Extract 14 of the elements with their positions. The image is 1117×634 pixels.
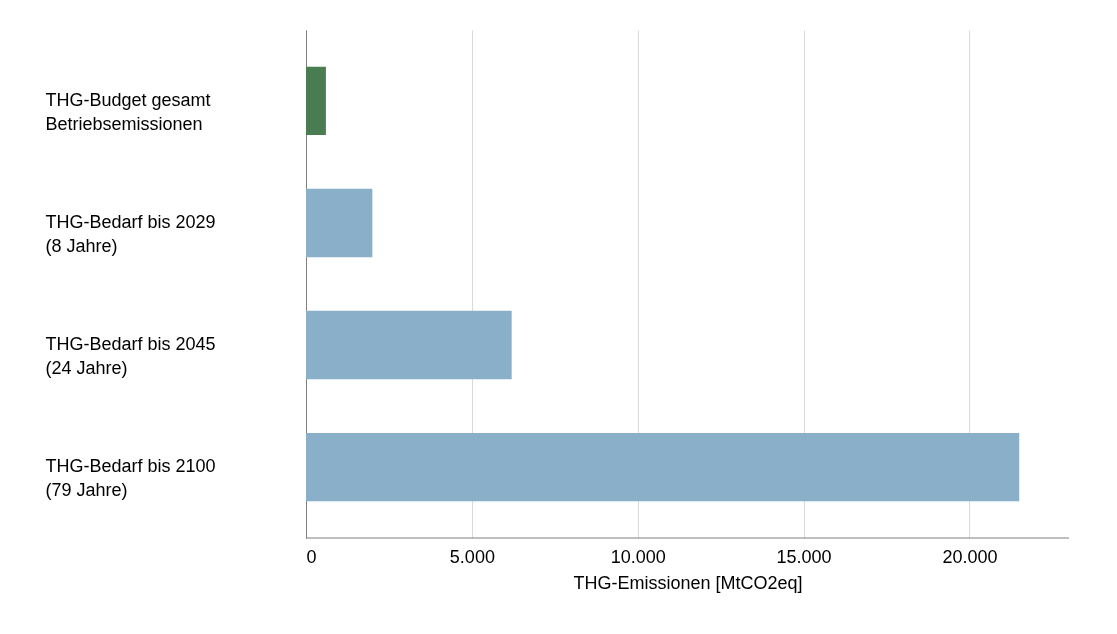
bar: [306, 188, 373, 258]
y-tick-label: THG-Budget gesamt Betriebsemissionen: [45, 89, 211, 134]
x-tick-label: 5.000: [449, 546, 495, 567]
x-tick-label: 0: [306, 546, 317, 567]
x-tick-label: 10.000: [610, 546, 666, 567]
bar: [306, 66, 326, 136]
y-tick-label: THG-Bedarf bis 2100 (79 Jahre): [45, 456, 216, 501]
bar: [306, 432, 1020, 502]
x-axis-title: THG-Emissionen [MtCO2eq]: [573, 572, 803, 593]
x-tick-label: 20.000: [942, 546, 998, 567]
bar: [306, 310, 512, 380]
x-tick-label: 15.000: [776, 546, 832, 567]
y-tick-label: THG-Bedarf bis 2029 (8 Jahre): [45, 211, 216, 256]
y-tick-label: THG-Bedarf bis 2045 (24 Jahre): [45, 334, 216, 379]
